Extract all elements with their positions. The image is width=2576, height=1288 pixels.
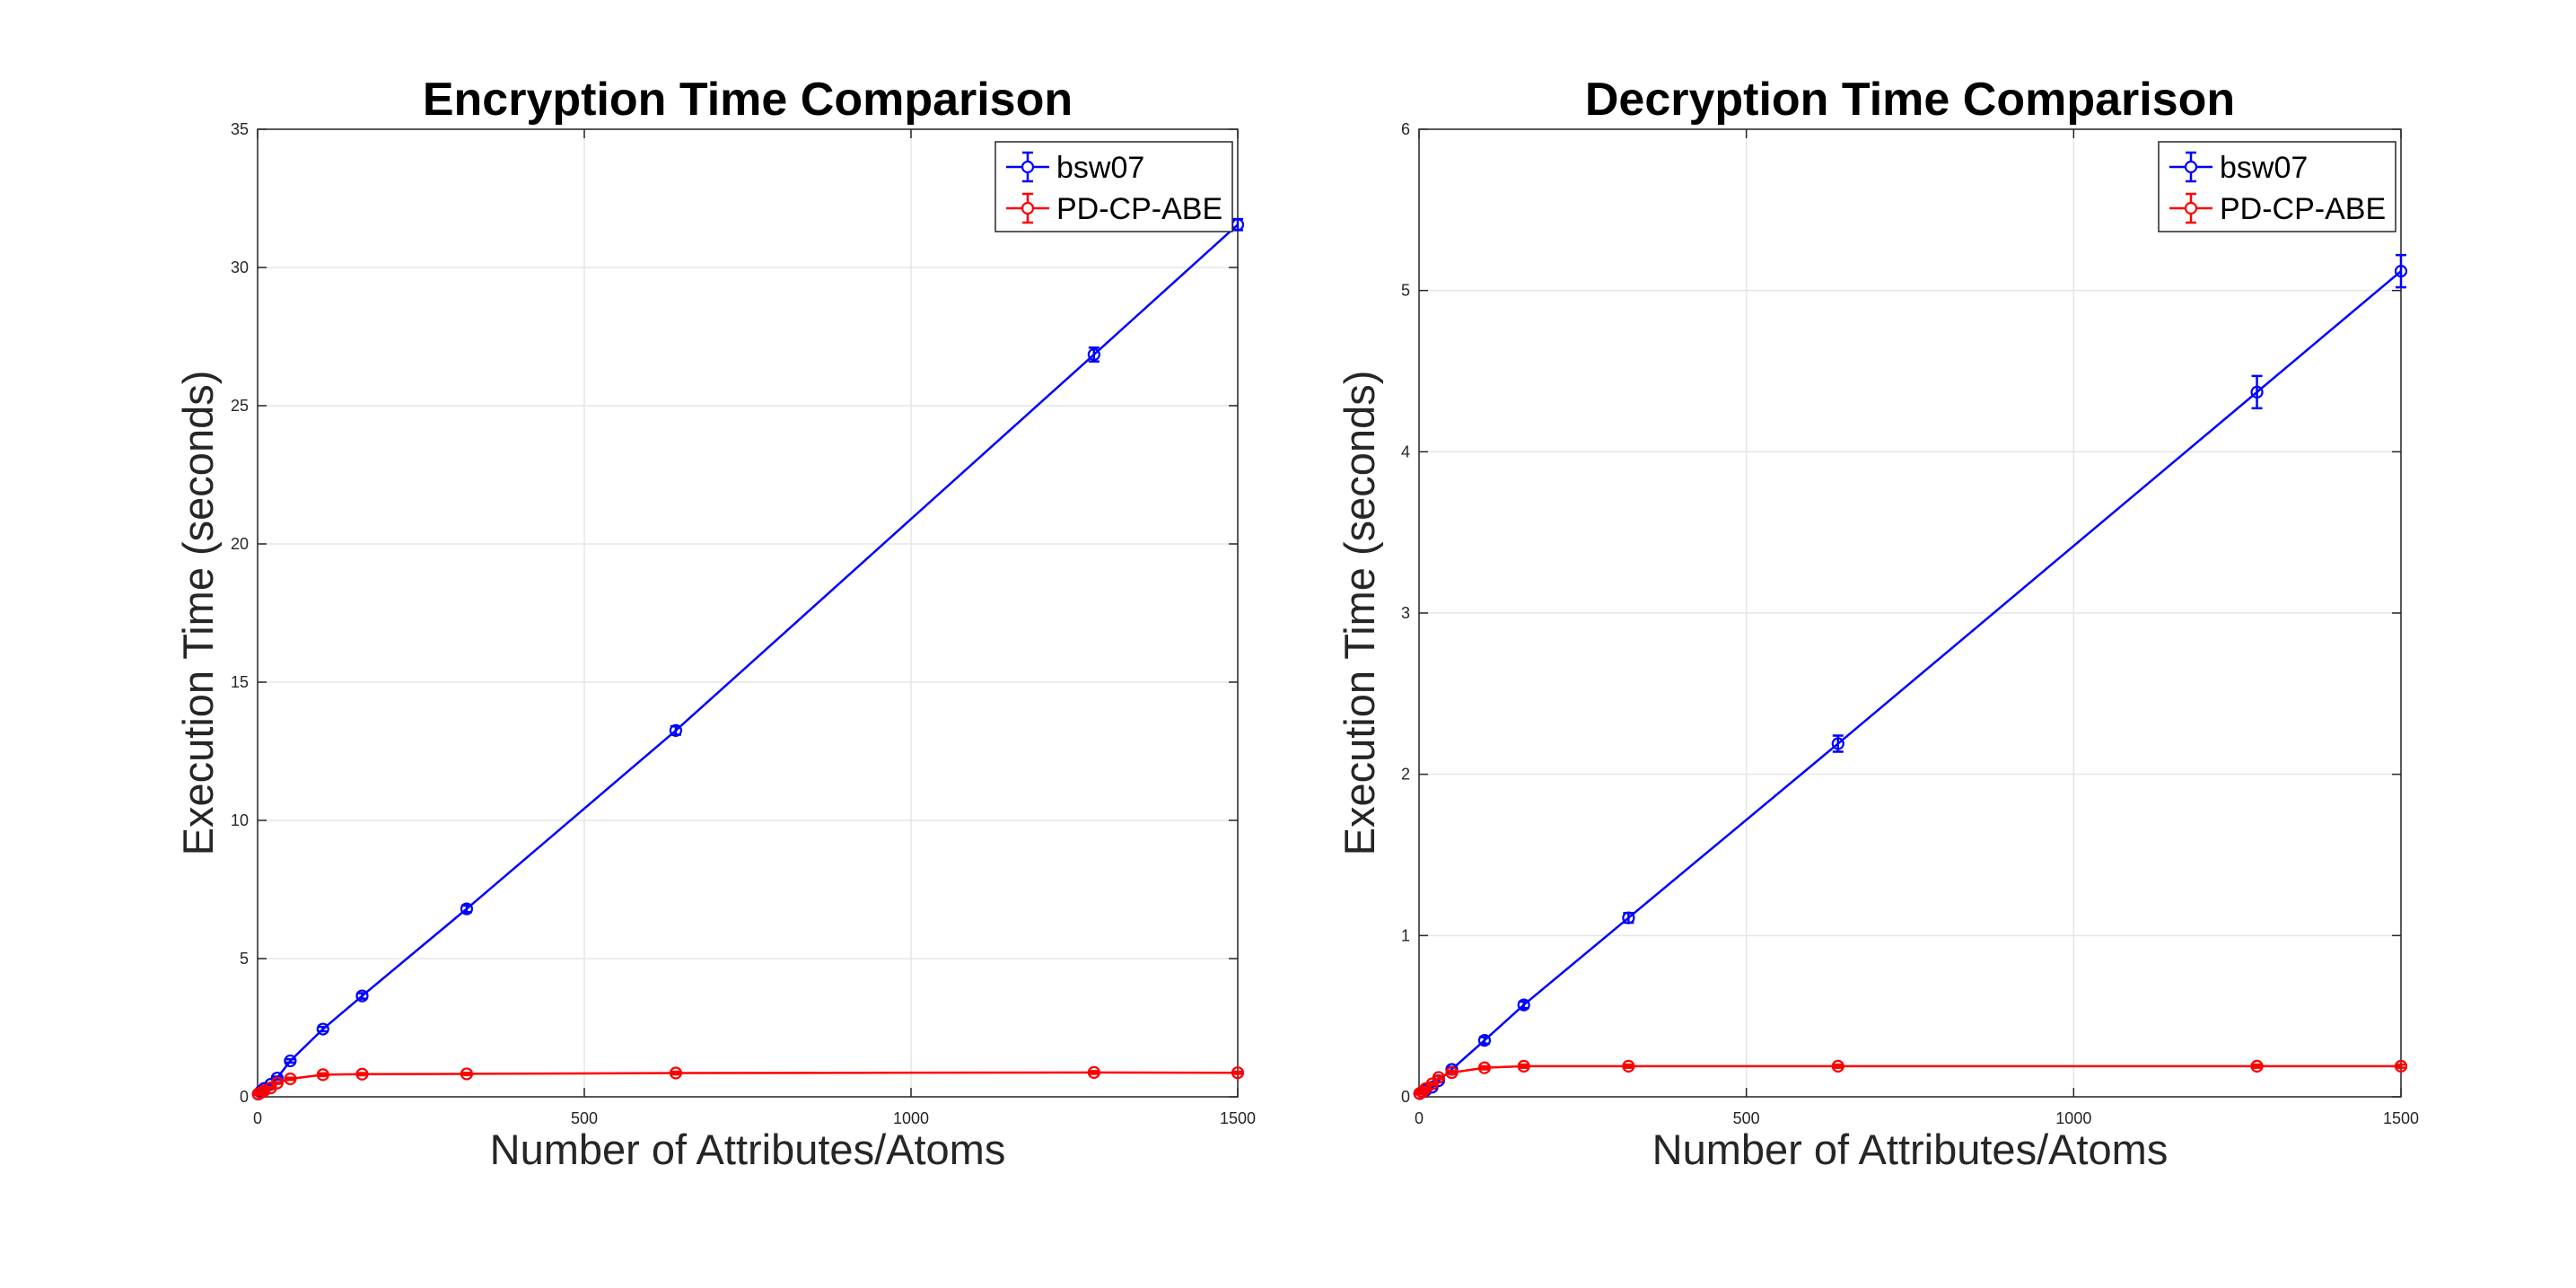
data-point — [1477, 1034, 1492, 1047]
data-point — [1231, 1066, 1245, 1080]
x-tick-label: 500 — [1733, 1109, 1760, 1127]
y-tick-label: 5 — [240, 950, 249, 968]
data-point — [1831, 1059, 1844, 1073]
y-tick-label: 25 — [231, 397, 249, 415]
legend-label: bsw07 — [2220, 151, 2308, 185]
y-axis-label: Execution Time (seconds) — [174, 371, 222, 856]
y-tick-label: 15 — [231, 673, 249, 691]
y-tick-label: 30 — [231, 258, 249, 276]
x-tick-label: 1500 — [1220, 1109, 1256, 1127]
data-point — [1517, 1059, 1530, 1073]
data-point — [669, 1066, 683, 1080]
legend-marker — [2184, 160, 2198, 174]
chart-title: Encryption Time Comparison — [423, 74, 1073, 126]
y-tick-label: 35 — [231, 120, 249, 138]
x-tick-label: 0 — [1415, 1109, 1424, 1127]
data-point — [355, 1067, 369, 1081]
data-point — [284, 1072, 297, 1086]
series-2 — [1413, 1059, 2408, 1100]
data-point — [1831, 737, 1844, 750]
axes-box — [257, 128, 1239, 1098]
legend-marker — [2184, 201, 2198, 215]
data-point — [284, 1054, 297, 1068]
y-tick-label: 6 — [1401, 120, 1410, 138]
legend: bsw07 PD-CP-ABE — [994, 141, 1233, 232]
data-point — [460, 1067, 474, 1081]
x-tick-label: 500 — [571, 1109, 598, 1127]
data-point — [316, 1022, 329, 1036]
x-axis-label: Number of Attributes/Atoms — [490, 1126, 1006, 1173]
legend-box — [994, 141, 1233, 232]
data-point — [316, 1068, 329, 1082]
y-axis-label: Execution Time (seconds) — [1336, 371, 1383, 856]
data-point — [2394, 1059, 2408, 1073]
data-point — [1432, 1071, 1445, 1084]
x-axis-label: Number of Attributes/Atoms — [1652, 1126, 2169, 1173]
legend: bsw07 PD-CP-ABE — [2158, 141, 2396, 232]
x-tick-label: 0 — [253, 1109, 262, 1127]
data-point — [355, 989, 369, 1003]
data-point — [1445, 1065, 1459, 1080]
x-tick-label: 1000 — [2055, 1109, 2091, 1127]
data-point — [1622, 911, 1635, 924]
data-point — [669, 723, 683, 738]
legend-label: bsw07 — [1056, 151, 1144, 185]
y-tick-label: 4 — [1401, 442, 1410, 460]
data-point — [1622, 1059, 1635, 1073]
y-tick-label: 20 — [231, 535, 249, 553]
legend-label: PD-CP-ABE — [1056, 192, 1222, 226]
y-tick-label: 5 — [1401, 282, 1410, 300]
data-point — [1087, 1065, 1100, 1079]
data-point — [258, 1084, 271, 1098]
chart-title: Decryption Time Comparison — [1585, 74, 2235, 126]
legend-label: PD-CP-ABE — [2220, 192, 2386, 226]
data-point — [1477, 1061, 1492, 1074]
data-point — [1087, 347, 1100, 362]
y-tick-label: 3 — [1401, 604, 1410, 622]
data-point — [1415, 1085, 1429, 1099]
legend-marker — [1021, 201, 1035, 215]
y-tick-label: 0 — [240, 1088, 249, 1106]
data-point — [460, 902, 474, 916]
legend-marker — [1021, 160, 1035, 174]
legend-box — [2158, 141, 2396, 232]
data-point — [1425, 1077, 1439, 1091]
chart-panel-1: 0 500 1000 1500 0 5 10 15 20 25 30 35 Encryption Tim… — [174, 74, 1256, 1173]
chart-panel-2: 0 500 1000 1500 0 1 2 3 4 5 6 Decryption Time Compa… — [1336, 74, 2419, 1173]
y-tick-label: 2 — [1401, 766, 1410, 784]
plot-area — [258, 129, 1238, 1097]
y-tick-label: 10 — [231, 811, 249, 829]
data-point — [270, 1076, 284, 1090]
data-point — [2394, 265, 2408, 278]
x-tick-label: 1500 — [2383, 1109, 2419, 1127]
x-tick-label: 1000 — [893, 1109, 929, 1127]
y-tick-label: 0 — [1401, 1088, 1410, 1106]
data-point — [1517, 998, 1530, 1012]
data-point — [2250, 1059, 2264, 1073]
data-point — [2250, 385, 2264, 399]
y-tick-label: 1 — [1401, 926, 1410, 944]
series-2 — [251, 1065, 1245, 1101]
